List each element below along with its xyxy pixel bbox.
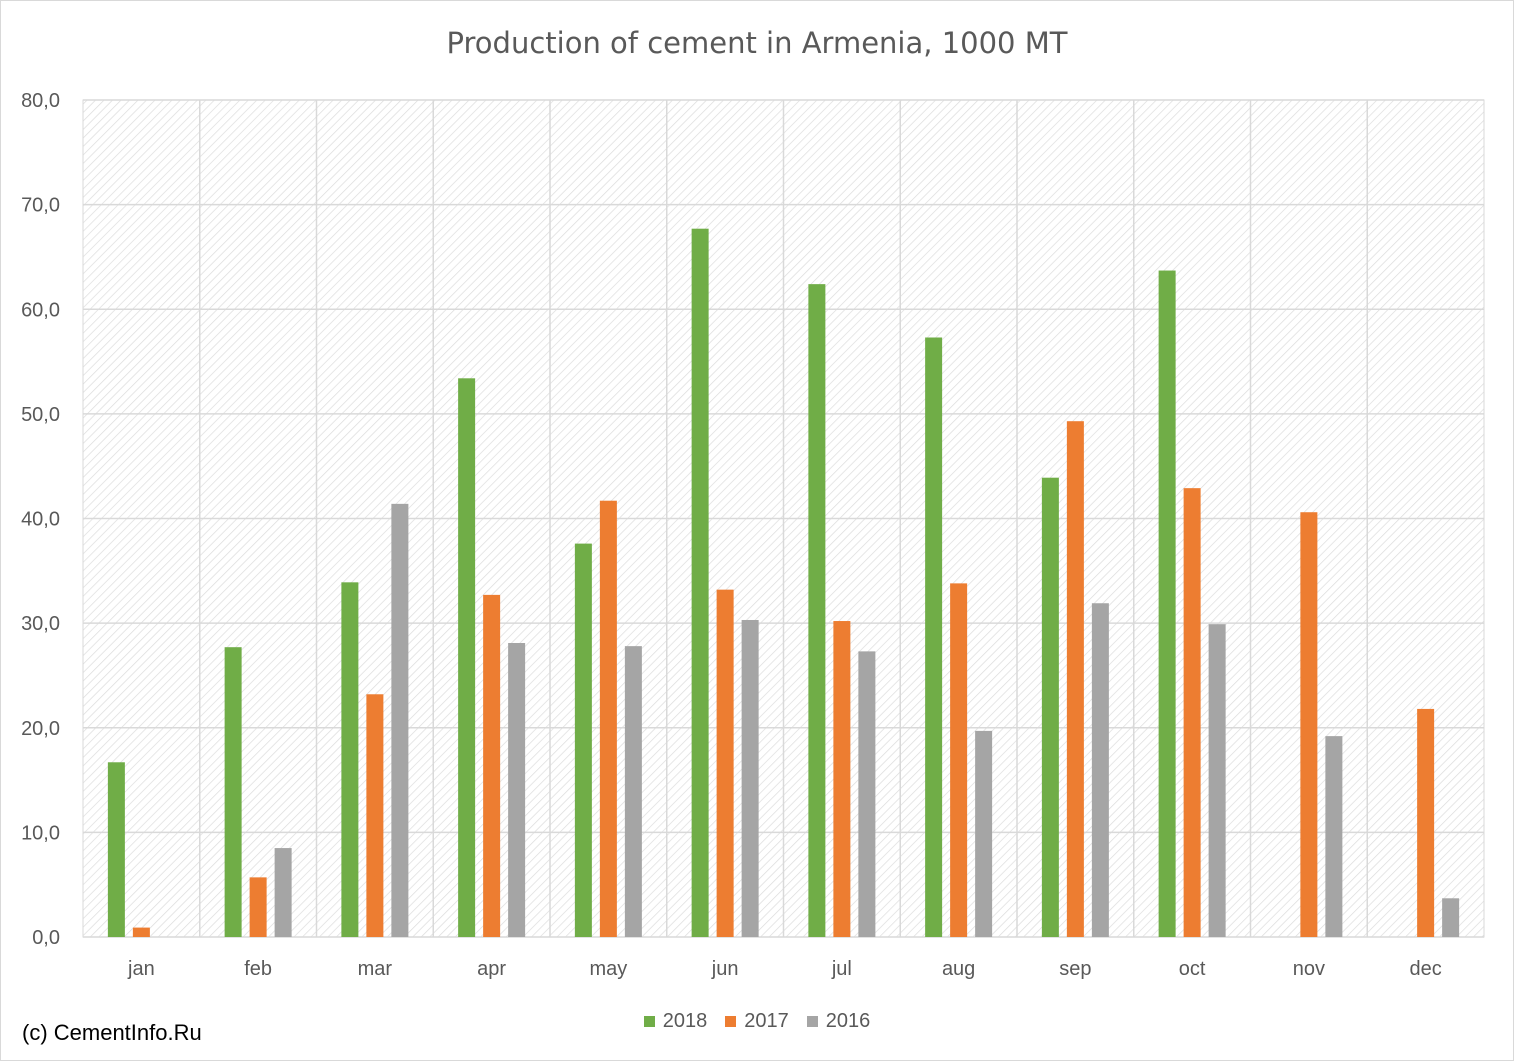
bar-2018-jul	[808, 284, 826, 937]
bar-2017-mar	[366, 694, 384, 937]
bar-2017-apr	[483, 594, 501, 937]
bar-2018-jan	[107, 762, 125, 937]
bar-2017-may	[599, 500, 617, 937]
legend-label: 2018	[662, 1010, 708, 1032]
bar-2016-dec	[1442, 898, 1460, 937]
bars	[107, 228, 1460, 938]
y-tick-label: 80,0	[21, 90, 60, 112]
x-tick-label: dec	[1410, 958, 1442, 980]
bar-2018-may	[574, 543, 592, 937]
bar-2018-aug	[925, 337, 943, 937]
y-tick-label: 70,0	[21, 195, 60, 217]
bar-2016-apr	[508, 643, 526, 937]
x-tick-label: jan	[127, 958, 155, 980]
bar-2018-feb	[224, 647, 242, 937]
bar-2018-oct	[1158, 270, 1176, 937]
y-tick-label: 0,0	[32, 927, 60, 949]
x-tick-label: may	[589, 958, 627, 980]
y-tick-label: 10,0	[21, 822, 60, 844]
y-tick-label: 30,0	[21, 613, 60, 635]
bar-2016-may	[624, 646, 642, 937]
x-tick-label: jun	[711, 958, 739, 980]
legend-item-2018: 2018	[643, 1010, 708, 1033]
bar-2016-mar	[391, 503, 409, 937]
x-axis: jan feb mar apr may jun jul aug sep oct nov dec	[127, 958, 1442, 980]
legend-item-2016: 2016	[806, 1010, 871, 1033]
bar-2017-aug	[950, 583, 968, 937]
x-tick-label: feb	[244, 958, 272, 980]
x-tick-label: mar	[358, 958, 393, 980]
legend-swatch	[643, 1016, 655, 1027]
x-tick-label: aug	[942, 958, 975, 980]
y-tick-label: 60,0	[21, 299, 60, 321]
bar-2018-jun	[691, 228, 709, 938]
bar-2016-aug	[975, 730, 993, 937]
bar-2017-oct	[1183, 488, 1201, 937]
bar-2018-apr	[458, 378, 476, 937]
x-tick-label: jul	[831, 958, 852, 980]
bar-2016-sep	[1091, 603, 1109, 937]
bar-2017-feb	[249, 877, 267, 937]
bar-2017-jun	[716, 589, 734, 937]
y-tick-label: 20,0	[21, 718, 60, 740]
bar-2017-dec	[1417, 708, 1435, 937]
bar-2016-jun	[741, 619, 759, 937]
legend-label: 2017	[744, 1010, 789, 1032]
bar-2017-sep	[1066, 421, 1084, 938]
bar-2017-jul	[833, 621, 851, 937]
bar-2016-feb	[274, 848, 292, 937]
legend: 2018 2017 2016	[0, 1010, 1514, 1033]
y-tick-label: 40,0	[21, 509, 60, 531]
x-tick-label: apr	[477, 958, 506, 980]
gridlines	[83, 99, 1484, 938]
bar-2016-jul	[858, 651, 876, 937]
legend-item-2017: 2017	[725, 1010, 789, 1033]
y-axis: 0,0 10,0 20,0 30,0 40,0 50,0 60,0 70,0 80,0	[21, 90, 60, 949]
bar-2018-sep	[1041, 477, 1059, 937]
chart-title: Production of cement in Armenia, 1000 MT	[446, 26, 1068, 60]
legend-label: 2016	[825, 1010, 871, 1032]
copyright-text: (c) CementInfo.Ru	[22, 1020, 202, 1045]
x-tick-label: nov	[1293, 958, 1325, 980]
x-tick-label: sep	[1059, 958, 1091, 980]
legend-swatch	[725, 1016, 737, 1027]
legend-swatch	[806, 1016, 818, 1027]
bar-2016-nov	[1325, 736, 1343, 937]
y-tick-label: 50,0	[21, 404, 60, 426]
bar-2017-nov	[1300, 512, 1318, 937]
bar-2016-oct	[1208, 624, 1226, 937]
bar-2018-mar	[341, 582, 359, 937]
bar-2017-jan	[132, 927, 150, 937]
x-tick-label: oct	[1179, 958, 1206, 980]
